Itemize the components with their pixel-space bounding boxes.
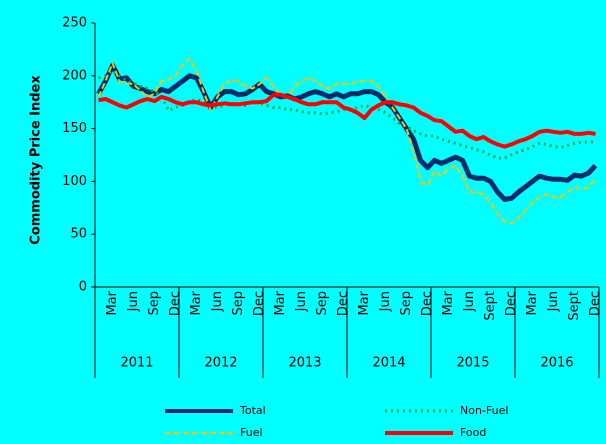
y-tick-label: 150 — [62, 121, 87, 136]
group-label: 2014 — [372, 356, 405, 371]
x-tick-label: Jun — [462, 291, 477, 312]
x-tick-label: Jun — [546, 291, 561, 312]
x-tick-label: Mar — [105, 290, 120, 315]
legend-label: Fuel — [240, 426, 263, 439]
x-tick-label: Jun — [210, 291, 225, 312]
legend-label: Food — [460, 426, 486, 439]
x-tick-label: Dec — [168, 291, 183, 316]
x-tick-label: Dec — [420, 291, 435, 316]
y-tick-label: 0 — [79, 280, 87, 295]
x-tick-label: Jun — [126, 291, 141, 312]
x-tick-label: Mar — [189, 290, 204, 315]
y-tick-label: 200 — [62, 68, 87, 83]
y-axis-label: Commodity Price Index — [29, 75, 44, 245]
legend-label: Non-Fuel — [460, 404, 508, 417]
series-line — [98, 92, 596, 149]
x-tick-label: Dec — [588, 291, 603, 316]
x-tick-label: Sept — [483, 291, 498, 321]
group-label: 2013 — [288, 356, 321, 371]
x-tick-label: Dec — [336, 291, 351, 316]
x-tick-label: Sep — [399, 291, 414, 316]
x-tick-label: Mar — [441, 290, 456, 315]
x-tick-label: Dec — [252, 291, 267, 316]
y-tick-label: 250 — [62, 16, 87, 31]
series-line — [97, 57, 597, 225]
x-tick-label: Sep — [315, 291, 330, 316]
x-tick-label: Sep — [231, 291, 246, 316]
x-tick-label: Mar — [525, 290, 540, 315]
x-tick-label: Sep — [147, 291, 162, 316]
x-tick-label: Mar — [273, 290, 288, 315]
y-tick-label: 50 — [70, 227, 87, 242]
group-label: 2015 — [456, 356, 489, 371]
x-tick-label: Jun — [378, 291, 393, 312]
group-label: 2011 — [120, 356, 153, 371]
legend-label: Total — [239, 404, 266, 417]
y-tick-label: 100 — [62, 174, 87, 189]
x-tick-label: Mar — [357, 290, 372, 315]
series-line — [96, 62, 598, 202]
group-label: 2016 — [540, 356, 573, 371]
x-tick-label: Sept — [567, 291, 582, 321]
group-label: 2012 — [204, 356, 237, 371]
x-tick-label: Jun — [294, 291, 309, 312]
x-tick-label: Dec — [504, 291, 519, 316]
